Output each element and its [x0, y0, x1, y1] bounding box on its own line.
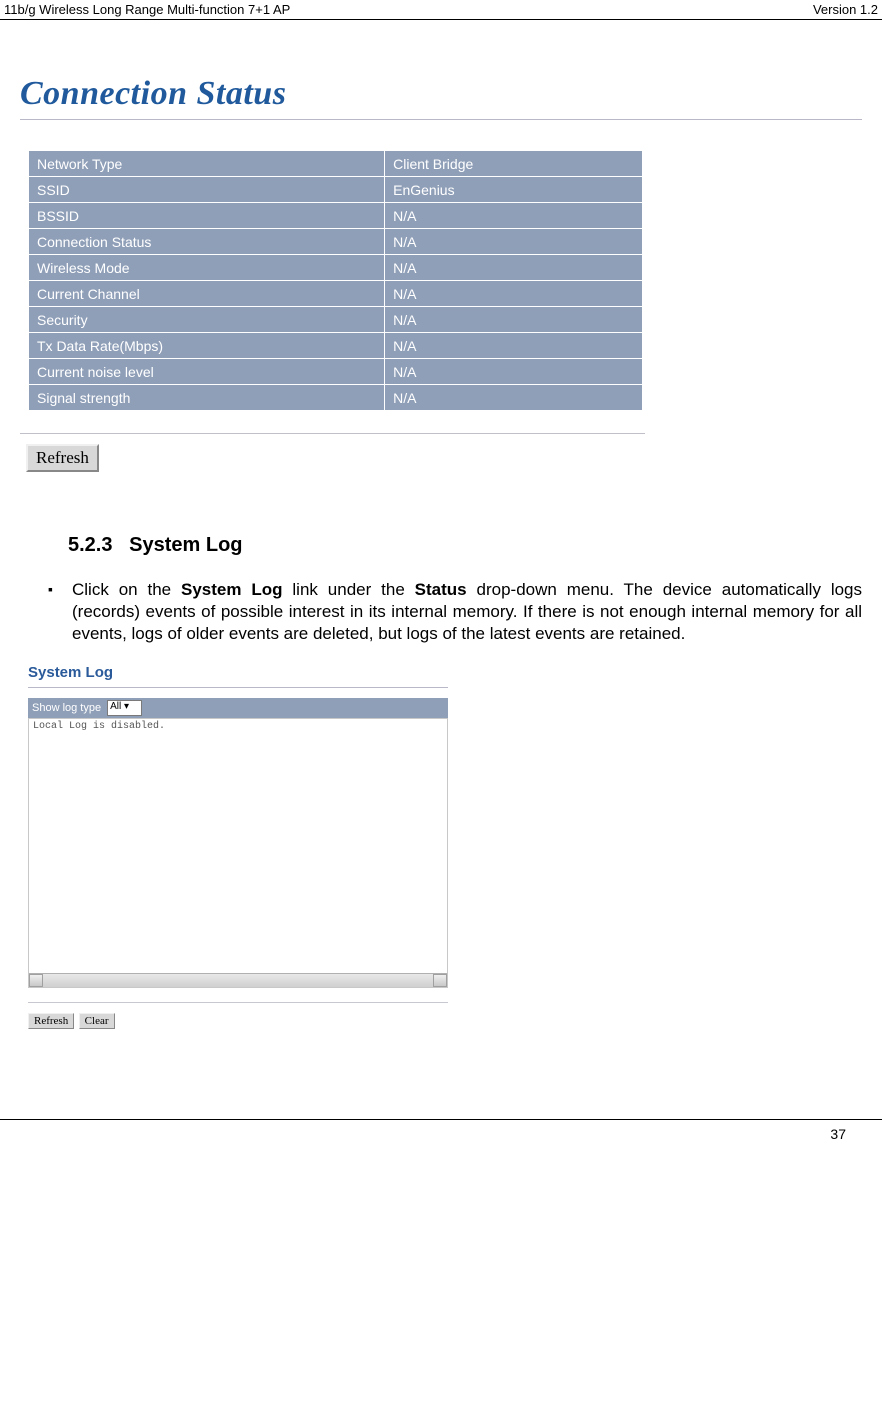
- doc-header: 11b/g Wireless Long Range Multi-function…: [0, 0, 882, 20]
- para-text: Click on the: [72, 580, 181, 599]
- syslog-clear-button[interactable]: Clear: [79, 1013, 115, 1029]
- header-right: Version 1.2: [813, 2, 878, 17]
- status-value: N/A: [385, 281, 643, 307]
- connection-status-table: Network TypeClient BridgeSSIDEnGeniusBSS…: [28, 150, 643, 411]
- status-value: N/A: [385, 359, 643, 385]
- page-number: 37: [830, 1126, 846, 1142]
- system-log-screenshot: System Log Show log type All ▾ Local Log…: [28, 664, 448, 1029]
- page-title: Connection Status: [20, 75, 286, 112]
- table-row: BSSIDN/A: [29, 203, 643, 229]
- section-title: System Log: [129, 534, 242, 556]
- status-value: N/A: [385, 203, 643, 229]
- status-label: BSSID: [29, 203, 385, 229]
- select-value: All: [110, 701, 121, 712]
- scroll-right-icon[interactable]: [433, 974, 447, 987]
- status-label: Security: [29, 307, 385, 333]
- divider: [28, 1002, 448, 1003]
- status-label: Signal strength: [29, 385, 385, 411]
- show-log-type-row: Show log type All ▾: [28, 698, 448, 718]
- table-row: SecurityN/A: [29, 307, 643, 333]
- section-body: ▪ Click on the System Log link under the…: [20, 579, 862, 644]
- status-label: Connection Status: [29, 229, 385, 255]
- para-text: link under the: [283, 580, 415, 599]
- section-heading: 5.2.3 System Log: [68, 534, 862, 557]
- status-value: N/A: [385, 385, 643, 411]
- syslog-title: System Log: [28, 664, 448, 681]
- para-bold: System Log: [181, 580, 283, 599]
- table-row: Tx Data Rate(Mbps)N/A: [29, 333, 643, 359]
- status-value: N/A: [385, 307, 643, 333]
- status-label: SSID: [29, 177, 385, 203]
- status-label: Wireless Mode: [29, 255, 385, 281]
- scroll-left-icon[interactable]: [29, 974, 43, 987]
- show-log-label: Show log type: [32, 702, 101, 714]
- status-value: Client Bridge: [385, 151, 643, 177]
- log-content: Local Log is disabled.: [33, 721, 165, 732]
- header-left: 11b/g Wireless Long Range Multi-function…: [4, 2, 290, 17]
- connection-status-heading: Connection Status: [20, 75, 862, 120]
- refresh-button[interactable]: Refresh: [26, 444, 99, 472]
- doc-footer: 37: [0, 1119, 882, 1148]
- status-value: N/A: [385, 255, 643, 281]
- status-label: Network Type: [29, 151, 385, 177]
- table-row: Connection StatusN/A: [29, 229, 643, 255]
- divider: [20, 119, 862, 120]
- section-number: 5.2.3: [68, 534, 112, 556]
- divider: [20, 433, 645, 434]
- horizontal-scrollbar[interactable]: [29, 973, 447, 987]
- table-row: Wireless ModeN/A: [29, 255, 643, 281]
- table-row: SSIDEnGenius: [29, 177, 643, 203]
- status-label: Current noise level: [29, 359, 385, 385]
- para-bold: Status: [415, 580, 467, 599]
- status-label: Current Channel: [29, 281, 385, 307]
- log-textarea[interactable]: Local Log is disabled.: [28, 718, 448, 988]
- table-row: Signal strengthN/A: [29, 385, 643, 411]
- status-value: EnGenius: [385, 177, 643, 203]
- status-value: N/A: [385, 229, 643, 255]
- table-row: Current ChannelN/A: [29, 281, 643, 307]
- show-log-select[interactable]: All ▾: [107, 700, 142, 716]
- table-row: Current noise levelN/A: [29, 359, 643, 385]
- section-paragraph: Click on the System Log link under the S…: [72, 579, 862, 644]
- divider: [28, 687, 448, 688]
- bullet-icon: ▪: [48, 581, 53, 597]
- syslog-refresh-button[interactable]: Refresh: [28, 1013, 74, 1029]
- table-row: Network TypeClient Bridge: [29, 151, 643, 177]
- status-value: N/A: [385, 333, 643, 359]
- status-label: Tx Data Rate(Mbps): [29, 333, 385, 359]
